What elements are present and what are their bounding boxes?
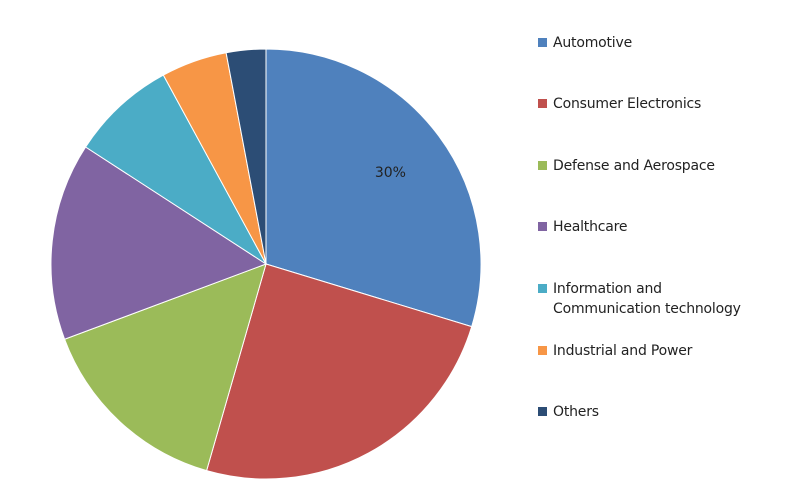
legend-item-consumer-electronics: Consumer Electronics: [538, 94, 701, 114]
pie-slice-ict: [84, 74, 267, 265]
legend-item-defense-aerospace: Defense and Aerospace: [538, 156, 715, 176]
pie-slices: [50, 48, 482, 480]
pie-slice-defense-aerospace: [63, 263, 267, 472]
pie-slice-healthcare: [50, 146, 268, 340]
pie-slice-automotive: [265, 48, 482, 328]
legend-label-ict: Information and Communication technology: [553, 281, 741, 317]
legend-label-others: Others: [553, 404, 599, 420]
legend-swatch-automotive: [538, 38, 547, 47]
legend-swatch-ict: [538, 284, 547, 293]
legend-swatch-defense-aerospace: [538, 161, 547, 170]
pie-data-labels: 30%: [375, 165, 406, 181]
legend-item-healthcare: Healthcare: [538, 217, 628, 237]
legend-item-industrial-power: Industrial and Power: [538, 341, 692, 361]
legend-label-healthcare: Healthcare: [553, 219, 628, 235]
pie-slice-consumer-electronics: [205, 263, 473, 480]
legend-label-defense-aerospace: Defense and Aerospace: [553, 158, 715, 174]
legend-swatch-industrial-power: [538, 346, 547, 355]
legend-swatch-consumer-electronics: [538, 99, 547, 108]
legend-item-others: Others: [538, 402, 599, 422]
legend-label-industrial-power: Industrial and Power: [553, 343, 693, 359]
legend-swatch-healthcare: [538, 222, 547, 231]
pie-slice-others: [225, 48, 267, 265]
data-label-automotive: 30%: [375, 165, 406, 181]
legend-swatch-others: [538, 407, 547, 416]
legend-item-ict: Information and Communication technology: [538, 279, 741, 319]
legend-item-automotive: Automotive: [538, 33, 632, 53]
chart-legend: Automotive Consumer Electronics Defense …: [538, 0, 800, 481]
pie-chart: 30%: [50, 48, 482, 480]
legend-label-automotive: Automotive: [553, 35, 632, 51]
legend-label-consumer-electronics: Consumer Electronics: [553, 96, 702, 112]
